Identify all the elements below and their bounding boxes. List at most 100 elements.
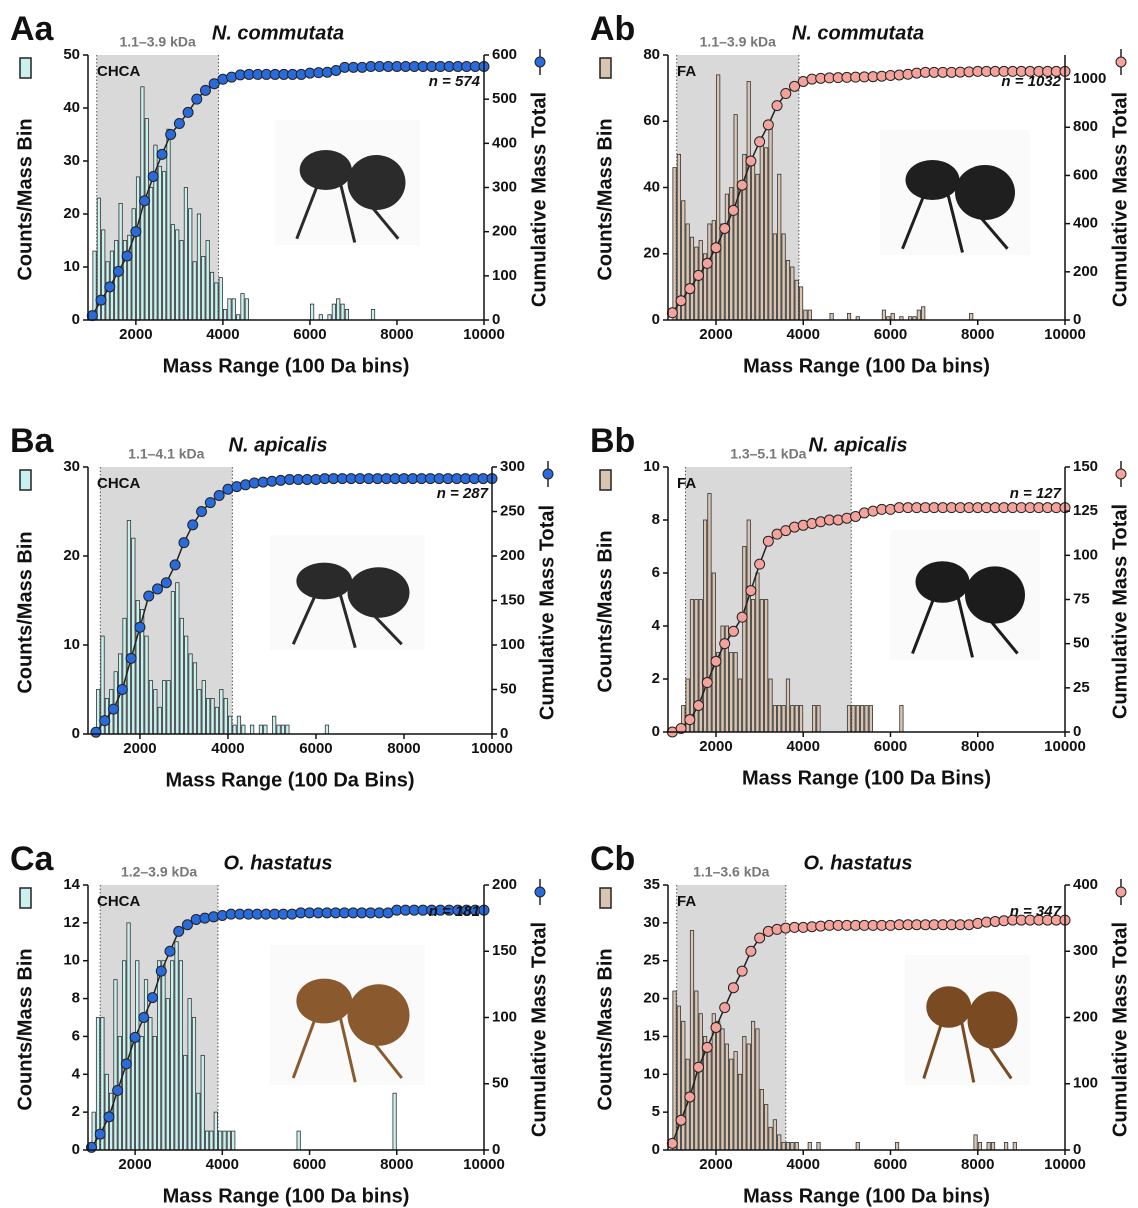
histogram-bar (236, 715, 242, 735)
cumulative-point (727, 204, 739, 216)
histogram-bar (231, 1130, 236, 1151)
cumulative-point (152, 583, 164, 595)
y2-tick-label: 800 (1073, 118, 1098, 135)
y-legend-icon (599, 57, 612, 79)
n-label: n = 347 (1010, 903, 1062, 920)
histogram-bar (816, 705, 821, 733)
histogram-bar (803, 309, 808, 321)
histogram-bar (681, 1020, 686, 1151)
specimen-body (955, 165, 1015, 220)
chart-panel: 2000 4000 6000 8000 100000102030050100150200… (10, 422, 558, 791)
cumulative-point (727, 625, 739, 637)
histogram-bar (344, 308, 349, 321)
histogram-bar (149, 187, 154, 321)
mass-range-label: 1.1–3.6 kDa (693, 864, 769, 880)
y-tick-label: 0 (652, 311, 660, 328)
cumulative-point (710, 1021, 722, 1033)
chart-panel: 2000 4000 6000 8000 100000246810025507510012… (590, 422, 1131, 789)
histogram-bar (764, 599, 769, 733)
histogram-bar (135, 176, 141, 321)
histogram-bar (685, 223, 690, 321)
y2-tick-label: 50 (500, 680, 517, 697)
histogram-bar (785, 1142, 791, 1151)
histogram-bar (179, 240, 184, 321)
histogram-bar (223, 308, 228, 321)
cumulative-point (156, 148, 168, 160)
cumulative-point (727, 982, 739, 994)
histogram-bar (737, 1073, 743, 1151)
specimen-legs (922, 1019, 1013, 1083)
x-tick-label: 10000 (1044, 738, 1086, 755)
histogram-bar (768, 678, 773, 733)
histogram-bar (232, 724, 237, 735)
cumulative-point (240, 479, 252, 491)
histogram-bar (219, 689, 224, 735)
panel-title: N. apicalis (229, 434, 328, 456)
y-tick-label: 0 (652, 723, 660, 740)
matrix-label: CHCA (97, 63, 140, 80)
y-tick-label: 25 (643, 952, 660, 969)
y2-tick-label: 250 (500, 502, 525, 519)
histogram-bar (187, 998, 192, 1151)
mass-range-label: 1.1–4.1 kDa (128, 446, 204, 462)
matrix-label: FA (677, 475, 696, 492)
n-label: n = 127 (1010, 485, 1062, 502)
y2-axis-label: Cumulative Mass Total (536, 505, 558, 720)
cumulative-point (754, 558, 766, 570)
histogram-bar (816, 1142, 821, 1151)
histogram-bar (790, 266, 795, 321)
y-axis-label: Counts/Mass Bin (594, 948, 616, 1110)
cumulative-point (147, 992, 159, 1004)
y-legend-icon (19, 887, 32, 909)
y-tick-label: 6 (72, 1027, 80, 1044)
x-axis-label: Mass Range (100 Da Bins) (166, 769, 415, 791)
histogram-bar (851, 705, 856, 733)
cumulative-point (169, 559, 181, 571)
specimen-body (296, 562, 353, 600)
histogram-bar (200, 1054, 205, 1151)
y2-legend-icon (1115, 886, 1127, 898)
y2-tick-label: 50 (492, 1075, 509, 1092)
y2-axis-label: Cumulative Mass Total (528, 922, 550, 1137)
specimen-legs (291, 1014, 403, 1083)
y2-tick-label: 125 (1073, 502, 1098, 519)
y-tick-label: 20 (643, 245, 660, 262)
y2-tick-label: 200 (492, 223, 517, 240)
cumulative-point (789, 80, 801, 92)
histogram-bar (250, 724, 255, 735)
y-axis-label: Counts/Mass Bin (594, 530, 616, 692)
histogram-bar (152, 1036, 157, 1151)
cumulative-point (675, 1114, 687, 1126)
mass-range-label: 1.1–3.9 kDa (119, 34, 195, 50)
x-axis-label: Mass Range (100 Da Bins) (742, 767, 991, 789)
x-tick-label: 4000 (787, 326, 820, 343)
y2-tick-label: 200 (1073, 1008, 1098, 1025)
histogram-bar (777, 705, 782, 733)
histogram-bar (223, 698, 228, 735)
y2-tick-label: 200 (492, 876, 517, 893)
histogram-bar (244, 298, 249, 321)
histogram-bar (729, 1058, 734, 1151)
histogram-bar (921, 306, 926, 321)
histogram-bar (157, 960, 162, 1151)
histogram-bar (707, 223, 712, 321)
y-tick-label: 80 (643, 46, 660, 63)
histogram-bar (214, 706, 220, 735)
histogram-bar (711, 220, 716, 321)
panel-label: Ba (10, 422, 55, 460)
cumulative-point (701, 257, 713, 269)
y2-tick-label: 500 (492, 90, 517, 107)
histogram-bar (183, 187, 188, 321)
cumulative-point (147, 170, 159, 182)
y2-legend-icon (1115, 468, 1127, 480)
cumulative-point (693, 269, 705, 281)
histogram-bar (724, 1043, 729, 1151)
y2-tick-label: 1000 (1073, 70, 1106, 87)
y-tick-label: 8 (72, 990, 80, 1007)
histogram-bar (716, 1020, 721, 1151)
histogram-bar (157, 706, 162, 735)
panel-title: N. commutata (212, 22, 344, 44)
histogram-bar (698, 1013, 703, 1151)
histogram-bar (812, 705, 817, 733)
chart-panel: 2000 4000 6000 8000 100000510152025303501002… (590, 840, 1131, 1207)
